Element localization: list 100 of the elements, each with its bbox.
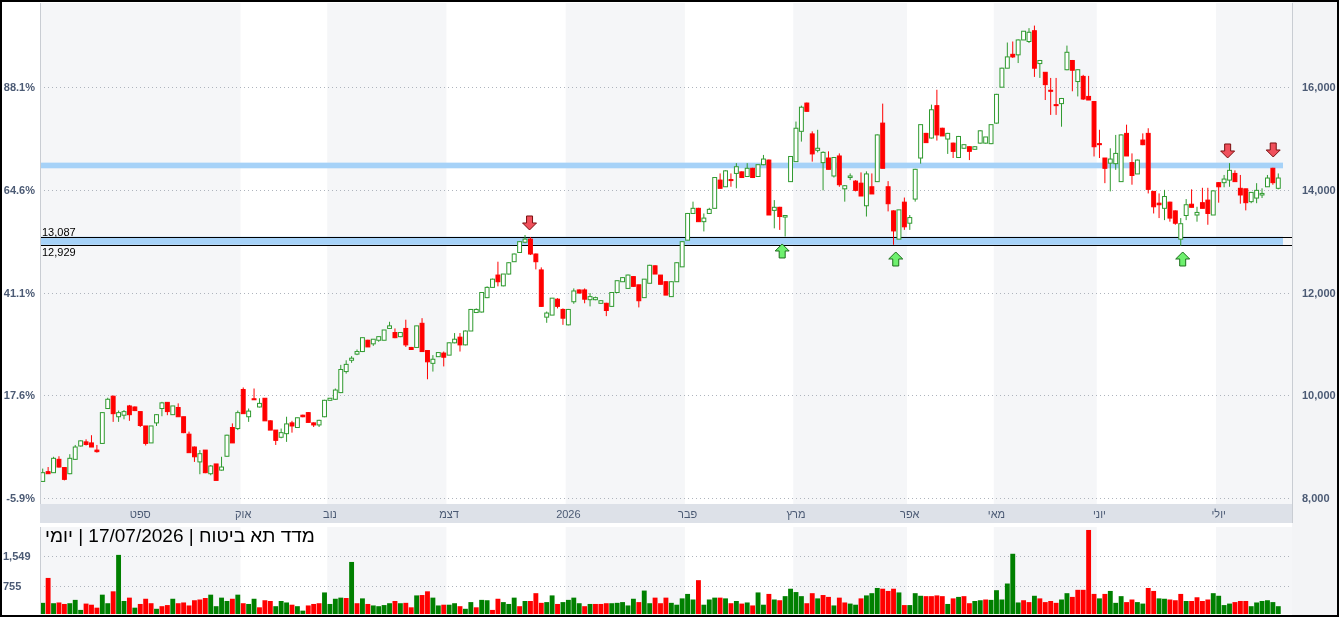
bar [901, 605, 907, 614]
candlestick [1059, 97, 1064, 128]
x-tick-label: יולי [1211, 508, 1226, 520]
x-tick-label: 2026 [556, 508, 581, 520]
bar [717, 597, 723, 614]
bar [831, 605, 837, 614]
candlestick [251, 388, 257, 401]
candlestick [197, 449, 203, 475]
chart-title: מדד תא ביטוח | 17/07/2026 | יומי [45, 525, 315, 546]
candlestick [1178, 217, 1184, 247]
bar [360, 598, 365, 614]
candlestick [457, 332, 463, 353]
y-tick-label: -5.9% [6, 491, 36, 504]
candlestick [430, 354, 436, 373]
bar [414, 595, 420, 614]
bar [771, 599, 777, 614]
candlestick [1075, 68, 1081, 97]
candlestick [1102, 157, 1108, 184]
y-tick-label: 1,549 [3, 550, 31, 563]
bar [235, 594, 241, 614]
ref-line-label: 13,087 [42, 226, 76, 238]
bar [950, 598, 956, 614]
candlestick [495, 261, 501, 287]
candlestick [289, 420, 295, 434]
bar [441, 604, 447, 614]
candlestick [1042, 71, 1048, 101]
bar [116, 554, 122, 614]
bar [945, 603, 951, 614]
bar [229, 598, 235, 614]
bar [750, 605, 756, 614]
bar [956, 596, 961, 614]
candlestick [733, 162, 739, 189]
bar [349, 561, 355, 614]
bar [555, 603, 560, 614]
bar [397, 603, 403, 614]
bar [132, 607, 138, 614]
candlestick [1048, 77, 1054, 116]
x-tick-label: דצמ [439, 508, 459, 520]
bar [723, 598, 728, 614]
candlestick [771, 199, 777, 229]
y2-tick-label: 10,000 [1302, 389, 1336, 402]
x-tick-label: ספט [129, 508, 151, 520]
candlestick [815, 129, 821, 153]
candlestick [1162, 189, 1167, 221]
x-tick-label: פבר [678, 508, 698, 520]
bar [61, 603, 67, 614]
y2-tick-label: 16,000 [1302, 81, 1336, 94]
candlestick [891, 209, 896, 246]
y-tick-label: 88.1% [3, 81, 36, 94]
bar [365, 603, 371, 614]
bar [51, 603, 56, 614]
candlestick [159, 401, 165, 417]
y2-tick-label: 8,000 [1302, 491, 1330, 504]
candlestick [728, 172, 734, 188]
bar [246, 603, 252, 614]
candlestick [1069, 59, 1075, 92]
bar [343, 598, 349, 614]
candlestick [94, 444, 100, 454]
candlestick [403, 319, 409, 348]
bar [473, 607, 479, 614]
y2-tick-label: 12,000 [1302, 286, 1336, 299]
bar [798, 596, 804, 614]
bar [170, 598, 176, 614]
y-tick-label: 755 [3, 579, 22, 592]
candlestick [885, 180, 891, 212]
x-tick-label: מרץ [786, 508, 806, 520]
bar [766, 593, 772, 614]
bar [777, 600, 783, 614]
bar [126, 597, 132, 614]
candlestick [809, 130, 815, 163]
candlestick [831, 156, 837, 179]
ref-line-label: 12,929 [42, 246, 76, 258]
candlestick [1064, 45, 1070, 71]
bar [110, 591, 116, 614]
candlestick [1129, 152, 1135, 186]
y-tick-label: 17.6% [3, 389, 36, 402]
candlestick [1194, 206, 1200, 223]
candlestick [45, 466, 51, 475]
y-tick-label: 41.1% [3, 286, 36, 299]
bar [1102, 593, 1108, 614]
x-tick-label: אוק [235, 508, 252, 520]
candlestick [229, 422, 235, 444]
candlestick [869, 172, 875, 195]
bar [517, 606, 523, 614]
candlestick [1053, 77, 1059, 116]
bar [630, 598, 636, 614]
bar [733, 600, 739, 614]
bar [744, 602, 750, 614]
y2-tick-label: 14,000 [1302, 183, 1336, 196]
x-tick-label: נוב [323, 508, 337, 520]
bar [983, 599, 989, 614]
bar [240, 603, 246, 614]
candlestick [1216, 181, 1222, 204]
candlestick [1183, 198, 1189, 221]
bar [1189, 600, 1195, 614]
x-tick-label: יוני [1093, 508, 1106, 520]
bar [636, 602, 642, 614]
candlestick [782, 214, 788, 238]
bar [154, 608, 159, 614]
bar [1031, 595, 1037, 614]
